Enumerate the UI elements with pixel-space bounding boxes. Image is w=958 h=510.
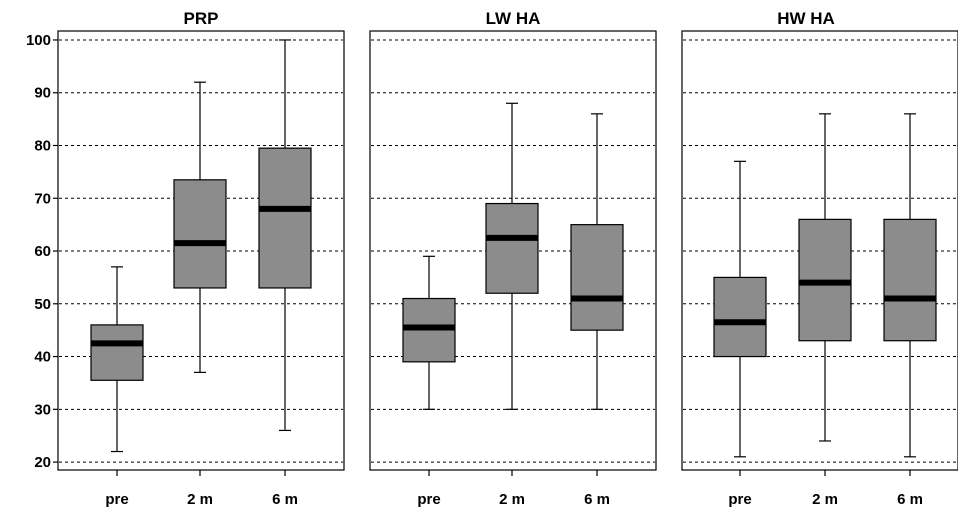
- box-2m: 2 m: [173, 81, 227, 508]
- y-tick-label: 20: [34, 454, 51, 471]
- y-tick-label: 100: [26, 32, 51, 49]
- y-tick-label: 60: [34, 243, 51, 260]
- y-tick-label: 40: [34, 349, 51, 366]
- x-tick-label: 6 m: [272, 491, 298, 508]
- box-iqr: [485, 202, 539, 294]
- y-tick-label: 30: [34, 401, 51, 418]
- panel-title: PRP: [184, 9, 219, 28]
- box-pre: pre: [713, 160, 767, 508]
- box-6m: 6 m: [883, 113, 937, 508]
- box-iqr: [173, 179, 227, 289]
- box-6m: 6 m: [258, 39, 312, 508]
- box-6m: 6 m: [570, 113, 624, 508]
- y-tick-label: 50: [34, 296, 51, 313]
- x-tick-label: 6 m: [897, 491, 923, 508]
- box-2m: 2 m: [798, 113, 852, 508]
- box-iqr: [258, 147, 312, 289]
- panel-lw-ha: LW HA pre 2 m 6 m: [369, 9, 657, 508]
- box-iqr: [883, 218, 937, 342]
- x-tick-label: 6 m: [584, 491, 610, 508]
- box-iqr: [713, 276, 767, 358]
- panel-title: LW HA: [486, 9, 541, 28]
- y-tick-label: 80: [34, 137, 51, 154]
- panel-hw-ha: HW HA pre 2 m 6 m: [681, 9, 958, 508]
- y-tick-label: 70: [34, 190, 51, 207]
- x-tick-label: 2 m: [499, 491, 525, 508]
- x-tick-label: pre: [728, 491, 751, 508]
- x-tick-label: 2 m: [812, 491, 838, 508]
- box-pre: pre: [402, 255, 456, 508]
- box-iqr: [90, 324, 144, 381]
- box-iqr: [570, 224, 624, 331]
- panel-prp: PRP pre 2 m 6 m: [57, 9, 345, 508]
- box-pre: pre: [90, 266, 144, 508]
- panel-title: HW HA: [777, 9, 835, 28]
- y-tick-label: 90: [34, 85, 51, 102]
- box-2m: 2 m: [485, 102, 539, 508]
- x-tick-label: 2 m: [187, 491, 213, 508]
- x-tick-label: pre: [105, 491, 128, 508]
- x-tick-label: pre: [417, 491, 440, 508]
